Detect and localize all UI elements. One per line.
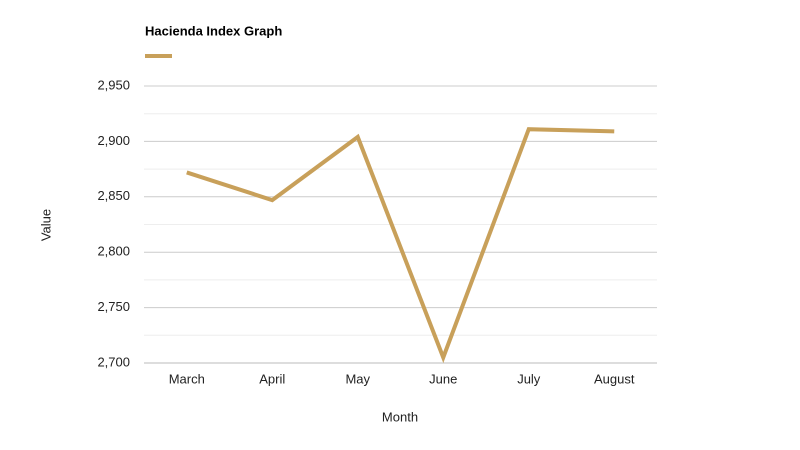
y-tick-label: 2,950 — [97, 77, 130, 92]
x-axis-label: Month — [382, 409, 418, 424]
y-tick-label: 2,900 — [97, 133, 130, 148]
y-axis-label: Value — [38, 209, 53, 241]
y-tick-label: 2,750 — [97, 299, 130, 314]
x-tick-label: April — [259, 371, 285, 386]
x-tick-label: August — [594, 371, 635, 386]
y-tick-label: 2,850 — [97, 188, 130, 203]
x-tick-label: March — [169, 371, 205, 386]
x-tick-label: May — [345, 371, 370, 386]
y-tick-label: 2,700 — [97, 354, 130, 369]
y-tick-label: 2,800 — [97, 244, 130, 259]
x-tick-label: July — [517, 371, 541, 386]
legend-text: Hacienda Index Graph — [145, 23, 282, 38]
line-series — [186, 127, 615, 364]
x-tick-label: June — [429, 371, 457, 386]
